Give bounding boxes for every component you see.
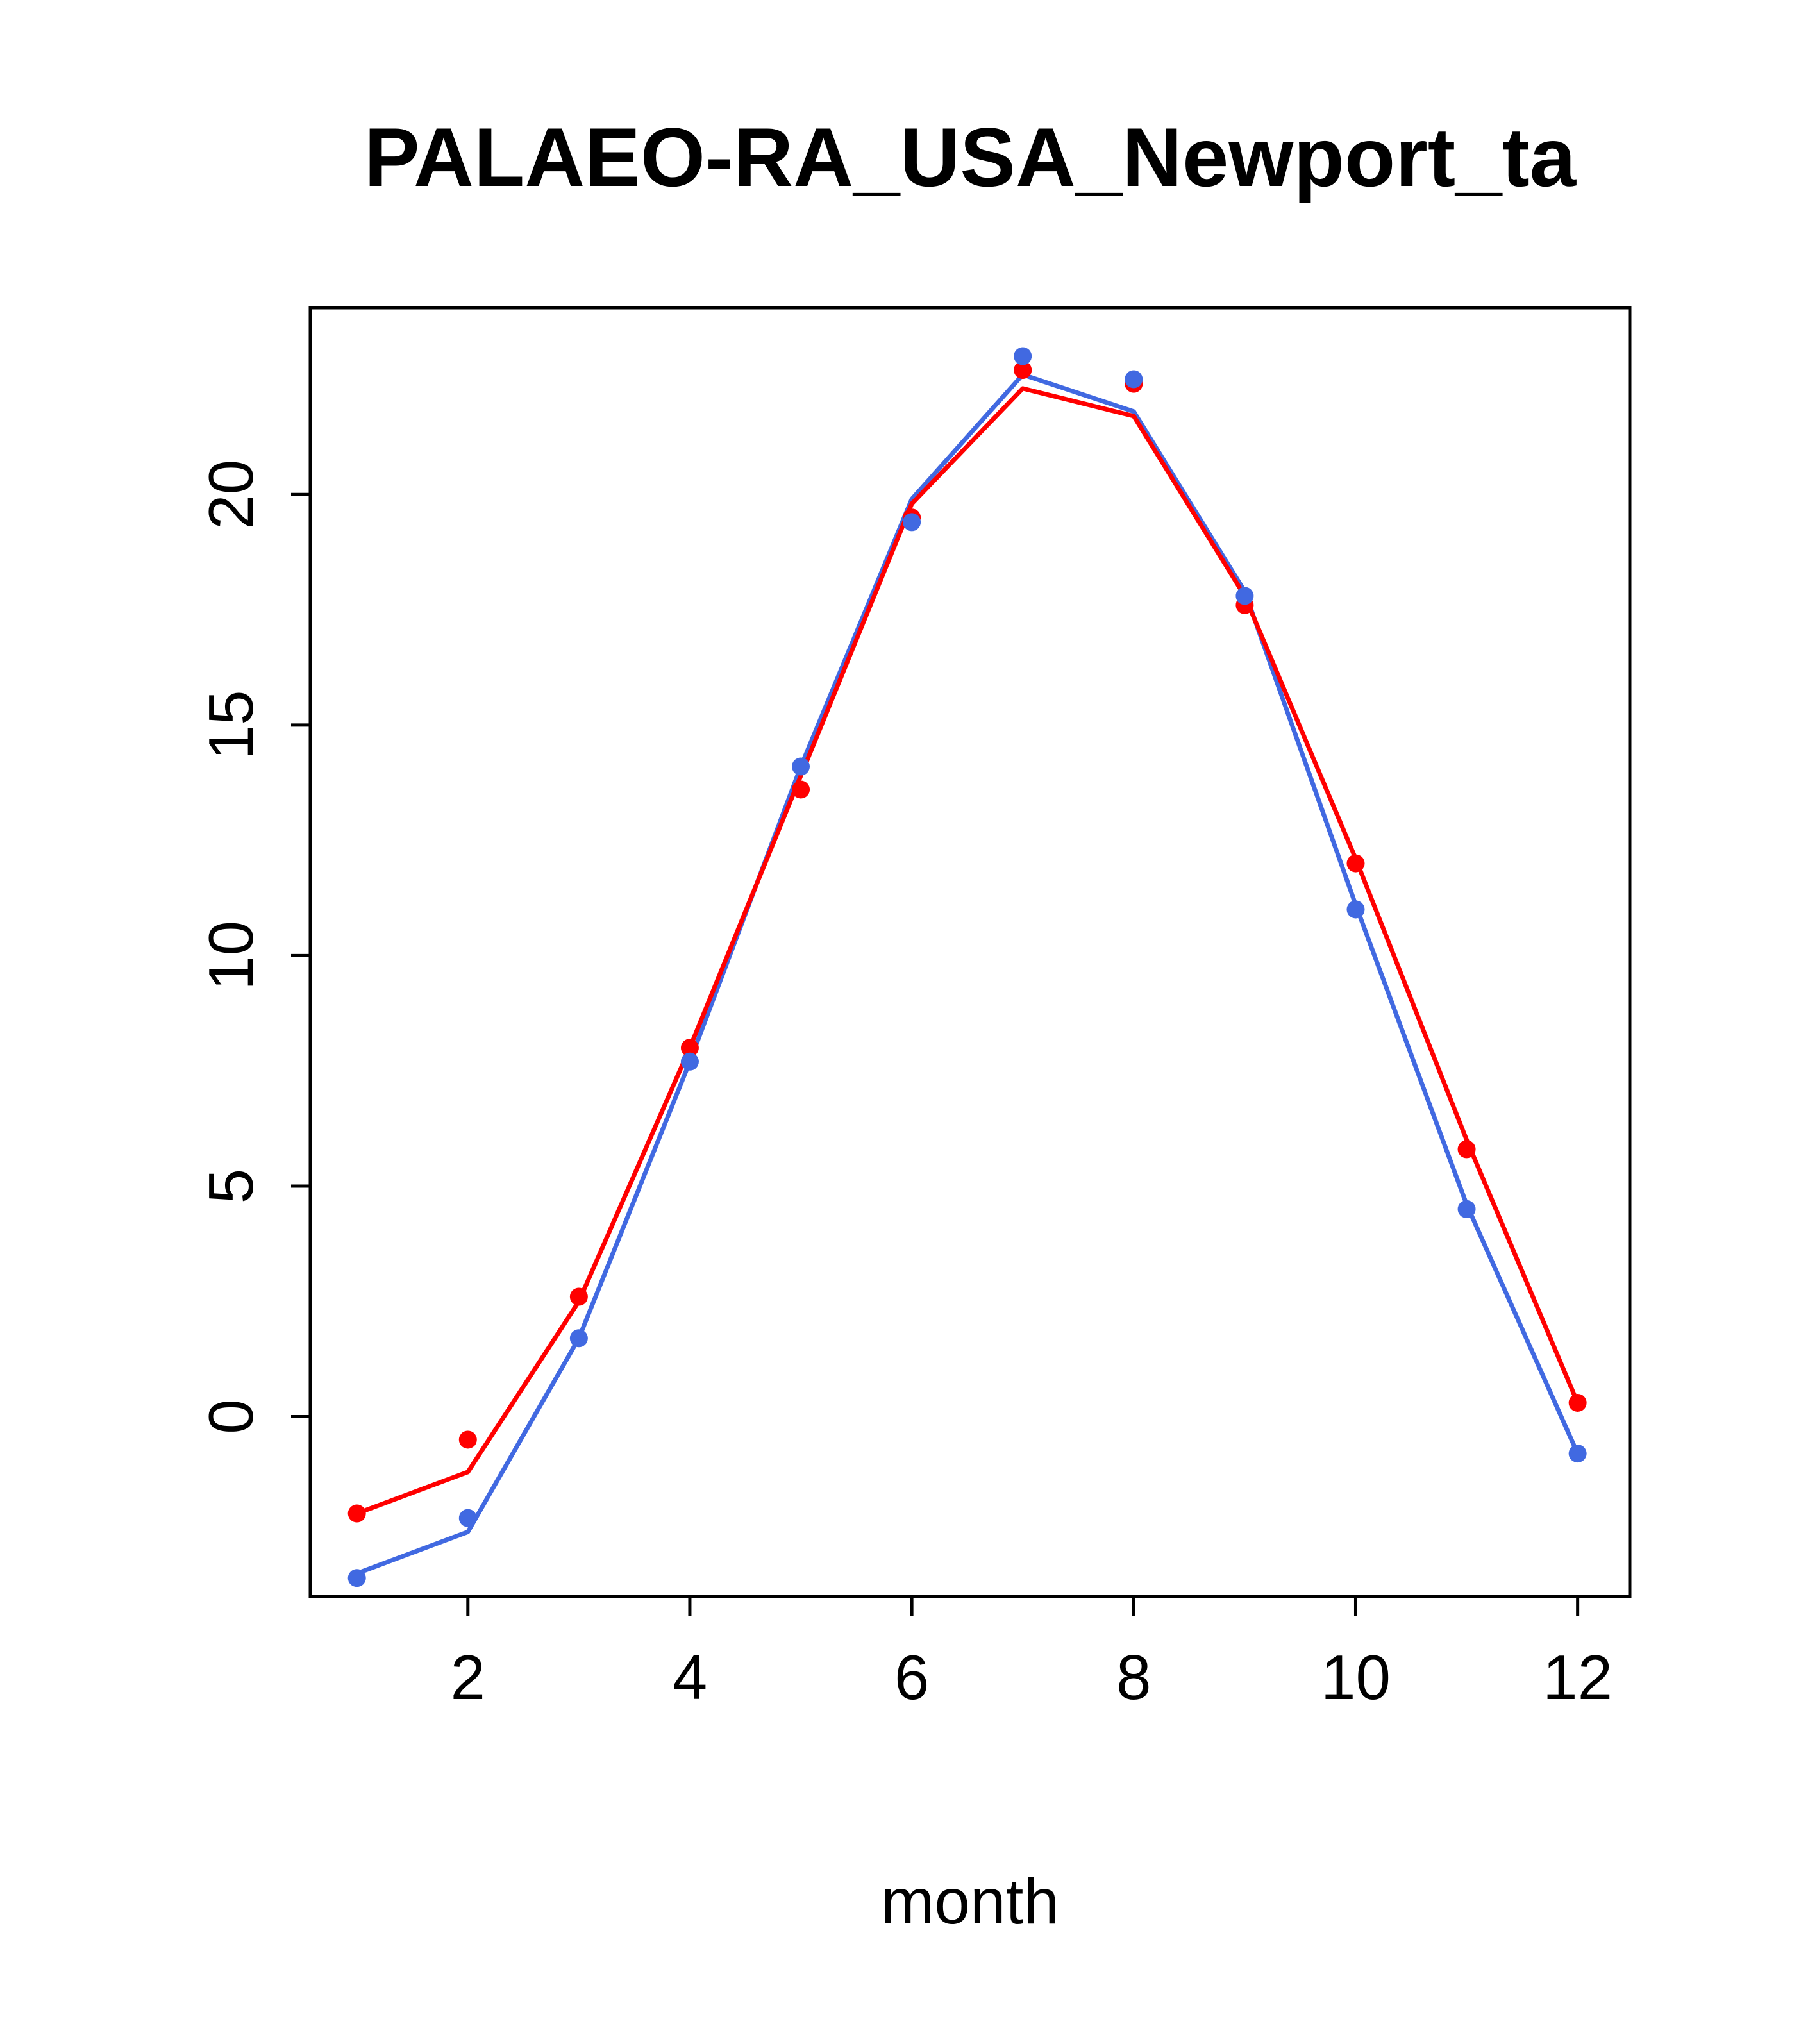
blue-series-point [1125, 370, 1143, 389]
red-series-point [1014, 361, 1032, 380]
x-tick-label: 6 [894, 1642, 930, 1713]
red-series-line [355, 386, 1580, 1516]
red-series-point [1568, 1393, 1587, 1412]
y-axis: 0 5 10 15 20 [196, 460, 310, 1434]
y-tick-label: 15 [196, 690, 266, 760]
blue-series-point [347, 1569, 366, 1587]
x-tick-label: 10 [1321, 1642, 1391, 1713]
y-tick-label: 10 [196, 921, 266, 991]
red-series-point [1457, 1140, 1476, 1159]
blue-series-line [355, 372, 1580, 1576]
x-axis-label: month [881, 1866, 1059, 1938]
x-tick-label: 12 [1543, 1642, 1612, 1713]
x-tick-label: 8 [1116, 1642, 1151, 1713]
blue-series-point [1014, 347, 1032, 365]
y-tick-label: 5 [196, 1169, 266, 1204]
blue-series-point [1457, 1200, 1476, 1218]
red-series-point [1346, 854, 1365, 873]
x-tick-label: 2 [451, 1642, 486, 1713]
blue-series-point [903, 513, 921, 532]
blue-series-point [1346, 900, 1365, 919]
red-series-point [680, 1039, 699, 1057]
chart-title: PALAEO-RA_USA_Newport_ta [364, 110, 1577, 204]
blue-series-point [680, 1052, 699, 1071]
blue-series-point [458, 1509, 477, 1527]
y-tick-label: 20 [196, 460, 266, 530]
blue-series-point [1568, 1445, 1587, 1463]
series-layer [347, 347, 1587, 1587]
x-axis: 2 4 6 8 10 12 [451, 1596, 1612, 1713]
blue-series-point [1235, 587, 1254, 605]
red-series-point [347, 1504, 366, 1523]
red-series-point [458, 1430, 477, 1449]
blue-series-point [569, 1329, 588, 1348]
x-tick-label: 4 [673, 1642, 708, 1713]
plot-border [308, 306, 1632, 1598]
blue-series-point [792, 757, 810, 776]
y-tick-label: 0 [196, 1399, 266, 1434]
red-series-point [792, 780, 810, 799]
red-series-point [569, 1287, 588, 1306]
